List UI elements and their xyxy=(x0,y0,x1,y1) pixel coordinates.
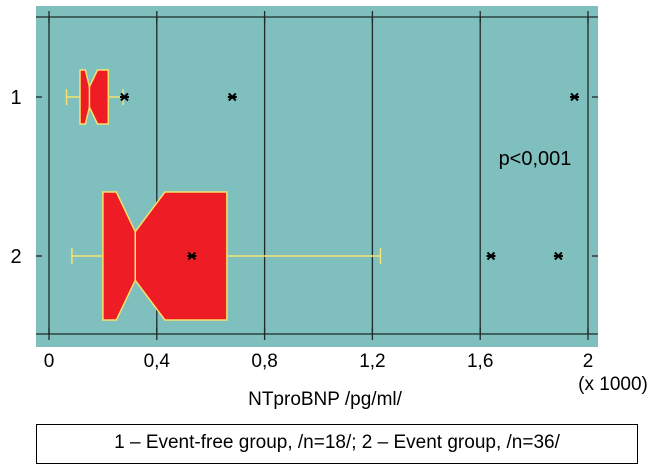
y-category-label: 2 xyxy=(10,246,21,268)
grid-layer xyxy=(36,11,598,340)
x-tick-label: 1,6 xyxy=(467,351,493,372)
y-category-label: 1 xyxy=(10,87,21,109)
boxplot-chart: 0 0,4 0,8 1,2 1,6 2 1 2 p<0,001 NTproBNP /pg/ml… xyxy=(10,6,648,410)
caption-text: 1 – Event-free group, /n=18/; 2 – Event … xyxy=(114,432,560,453)
x-tick-label: 0 xyxy=(44,351,55,372)
notched-box xyxy=(79,69,110,125)
x-axis-label: NTproBNP /pg/ml/ xyxy=(248,389,403,410)
axis-layer: 0 0,4 0,8 1,2 1,6 2 1 2 xyxy=(10,87,593,372)
x-tick-label: 1,2 xyxy=(359,351,385,372)
x-tick-label: 0,8 xyxy=(251,351,277,372)
x-axis-multiplier: (x 1000) xyxy=(578,374,648,395)
box-layer xyxy=(65,69,580,321)
x-tick-label: 0,4 xyxy=(144,351,171,372)
legend-caption: 1 – Event-free group, /n=18/; 2 – Event … xyxy=(36,424,638,464)
notched-box xyxy=(102,191,228,321)
x-tick-label: 2 xyxy=(583,351,594,372)
p-value-annotation: p<0,001 xyxy=(499,148,572,170)
